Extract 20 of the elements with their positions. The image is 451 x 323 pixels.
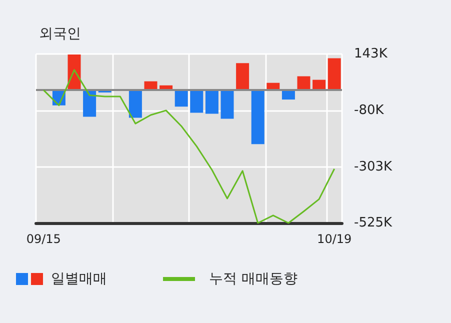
line-series — [42, 69, 336, 224]
legend-label: 일별매매 — [51, 270, 107, 288]
y-tick-label: -303K — [354, 159, 393, 174]
x-tick-label: 09/15 — [26, 232, 61, 246]
legend-label: 누적 매매동향 — [209, 270, 298, 288]
bar — [174, 90, 188, 107]
bar — [236, 63, 250, 90]
bar — [205, 90, 218, 114]
bar — [220, 90, 234, 119]
bar — [190, 90, 204, 113]
y-tick-label: -525K — [354, 216, 393, 230]
chart-title: 외국인 — [39, 26, 81, 42]
bar — [297, 76, 310, 90]
bar — [251, 90, 264, 144]
y-tick-label: 143K — [354, 46, 388, 62]
bar — [128, 90, 142, 118]
y-tick-label: -80K — [354, 102, 384, 118]
x-tick-label: 10/19 — [317, 232, 352, 246]
bar — [328, 58, 341, 90]
bar — [83, 90, 96, 117]
